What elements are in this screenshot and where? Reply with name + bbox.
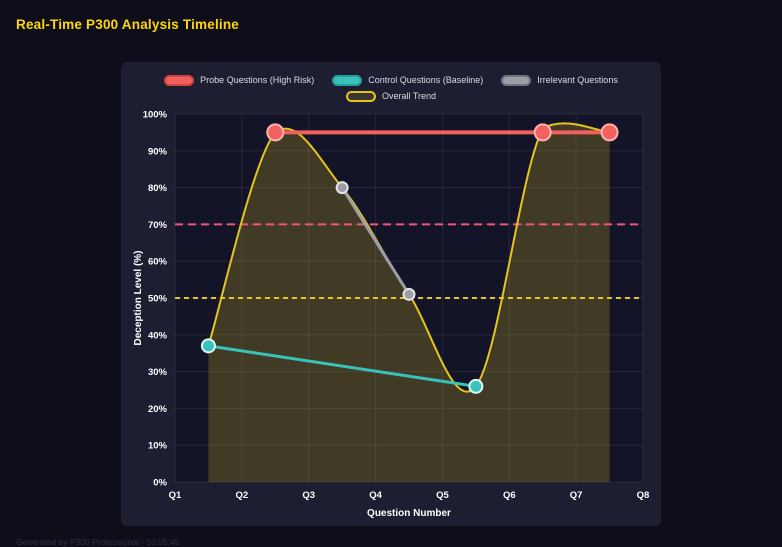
y-tick-label: 10%: [148, 441, 168, 452]
y-tick-label: 20%: [148, 404, 168, 415]
control-point: [468, 378, 484, 394]
legend-swatch-irrelevant: [501, 74, 532, 86]
y-tick-label: 90%: [148, 146, 168, 157]
legend-swatch-trend: [345, 90, 376, 102]
y-tick-label: 60%: [148, 257, 168, 268]
irrelevant-line: [340, 186, 411, 296]
y-tick-label: 80%: [148, 183, 168, 194]
legend-row-2: Overall Trend: [121, 88, 661, 104]
legend-item-probe[interactable]: Probe Questions (High Risk): [164, 74, 315, 86]
legend-item-irrelevant[interactable]: Irrelevant Questions: [501, 74, 618, 86]
control-point: [200, 338, 216, 354]
legend-label-probe: Probe Questions (High Risk): [200, 75, 315, 85]
legend-swatch-control: [332, 74, 363, 86]
probe-point: [266, 123, 285, 142]
legend-item-control[interactable]: Control Questions (Baseline): [332, 74, 484, 86]
legend-swatch-probe: [164, 74, 195, 86]
control-line: [206, 344, 478, 388]
irrelevant-point: [335, 181, 349, 195]
trend-area: [208, 123, 610, 482]
y-tick-label: 100%: [143, 110, 168, 121]
x-tick-label: Q6: [503, 490, 516, 501]
y-tick-label: 30%: [148, 367, 168, 378]
x-tick-label: Q8: [637, 490, 650, 501]
x-tick-label: Q7: [570, 490, 583, 501]
chart-wrap: 0% 10% 20% 30% 40% 50% 60% 70% 80% 90% 100% Q1 Q2 Q3 Q…: [121, 108, 661, 520]
chart-panel: Probe Questions (High Risk) Control Quest…: [121, 62, 661, 526]
legend-label-irrelevant: Irrelevant Questions: [537, 75, 618, 85]
y-tick-label: 70%: [148, 220, 168, 231]
x-tick-label: Q2: [236, 490, 249, 501]
y-axis-title: Deception Level (%): [133, 250, 144, 345]
x-tick-label: Q4: [369, 490, 382, 501]
probe-point: [533, 123, 552, 142]
legend-label-control: Control Questions (Baseline): [368, 75, 484, 85]
x-tick-label: Q3: [302, 490, 315, 501]
legend-label-trend: Overall Trend: [381, 91, 437, 101]
legend-item-trend[interactable]: Overall Trend: [345, 90, 437, 102]
x-axis-title: Question Number: [367, 508, 451, 519]
y-tick-label: 0%: [153, 478, 167, 489]
chart-canvas: 0% 10% 20% 30% 40% 50% 60% 70% 80% 90% 100% Q1 Q2 Q3 Q…: [133, 110, 650, 520]
page-title: Real-Time P300 Analysis Timeline: [16, 17, 240, 32]
x-tick-label: Q5: [436, 490, 449, 501]
y-tick-label: 40%: [148, 330, 168, 341]
legend-row-1: Probe Questions (High Risk) Control Quest…: [121, 72, 661, 88]
irrelevant-point: [402, 287, 416, 301]
footer-note: Generated by P300 Professional - 10:05:4…: [16, 537, 180, 547]
probe-point: [600, 123, 619, 142]
y-tick-label: 50%: [148, 294, 168, 305]
x-tick-label: Q1: [169, 490, 182, 501]
